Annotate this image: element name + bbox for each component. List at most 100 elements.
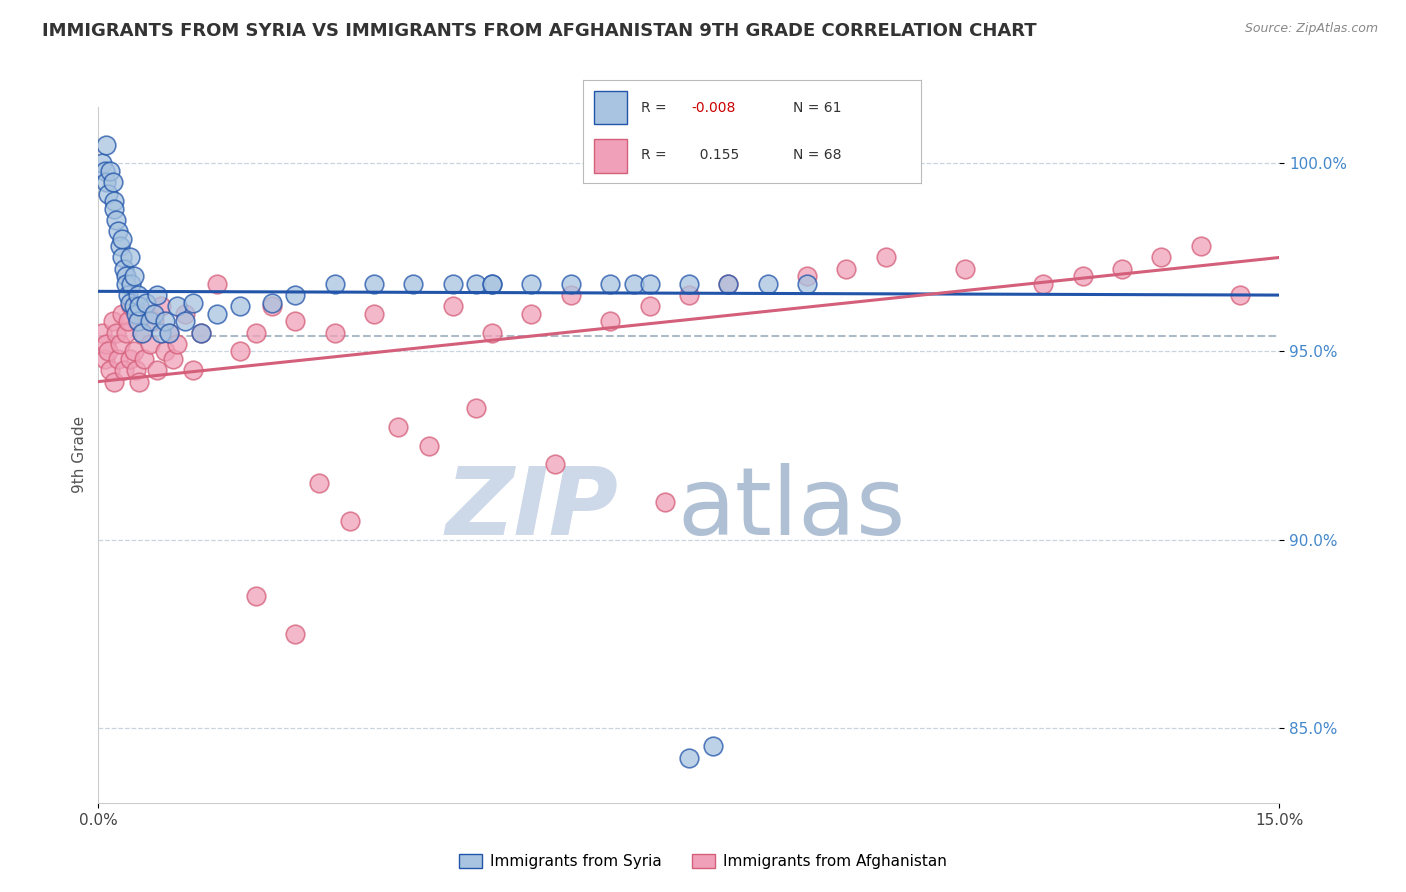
Point bbox=[418, 438, 440, 452]
Point bbox=[115, 326, 138, 340]
Point bbox=[1229, 288, 1251, 302]
Point bbox=[135, 307, 157, 321]
Point bbox=[128, 375, 150, 389]
Text: IMMIGRANTS FROM SYRIA VS IMMIGRANTS FROM AFGHANISTAN 9TH GRADE CORRELATION CHART: IMMIGRANTS FROM SYRIA VS IMMIGRANTS FROM… bbox=[42, 22, 1036, 40]
Point bbox=[122, 344, 145, 359]
Point bbox=[599, 277, 621, 291]
Point bbox=[339, 514, 361, 528]
Point bbox=[115, 277, 138, 291]
Point bbox=[125, 363, 148, 377]
Point bbox=[481, 326, 503, 340]
Point bbox=[308, 476, 330, 491]
Point bbox=[284, 626, 307, 640]
Point bbox=[599, 314, 621, 328]
Point bbox=[117, 288, 139, 302]
Point bbox=[835, 261, 858, 276]
Bar bbox=[593, 139, 627, 173]
Point bbox=[717, 277, 740, 291]
Point bbox=[111, 251, 134, 265]
Y-axis label: 9th Grade: 9th Grade bbox=[72, 417, 87, 493]
Point bbox=[101, 314, 124, 328]
Point bbox=[638, 277, 661, 291]
Point bbox=[465, 401, 488, 415]
Point bbox=[138, 337, 160, 351]
Point bbox=[1150, 251, 1173, 265]
Point bbox=[111, 307, 134, 321]
Point bbox=[875, 251, 897, 265]
Point bbox=[97, 344, 120, 359]
Point bbox=[323, 326, 346, 340]
Point bbox=[146, 363, 169, 377]
Point bbox=[702, 739, 724, 754]
Text: ZIP: ZIP bbox=[446, 464, 617, 556]
Point bbox=[166, 299, 188, 313]
Point bbox=[623, 277, 645, 291]
Point bbox=[122, 269, 145, 284]
Point bbox=[93, 164, 115, 178]
Point bbox=[142, 314, 165, 328]
Point bbox=[481, 277, 503, 291]
Point bbox=[110, 337, 132, 351]
Point bbox=[402, 277, 425, 291]
Point bbox=[181, 295, 204, 310]
Point bbox=[245, 589, 267, 603]
Point bbox=[127, 288, 149, 302]
Point bbox=[118, 251, 141, 265]
Point bbox=[229, 299, 252, 313]
Point bbox=[103, 375, 125, 389]
Point bbox=[110, 239, 132, 253]
Legend: Immigrants from Syria, Immigrants from Afghanistan: Immigrants from Syria, Immigrants from A… bbox=[453, 848, 953, 875]
Point bbox=[481, 277, 503, 291]
Point bbox=[157, 326, 180, 340]
Text: R =: R = bbox=[641, 101, 666, 115]
Point bbox=[441, 299, 464, 313]
Text: -0.008: -0.008 bbox=[692, 101, 735, 115]
Text: atlas: atlas bbox=[678, 464, 905, 556]
Point bbox=[127, 314, 149, 328]
Point bbox=[128, 299, 150, 313]
Point bbox=[245, 326, 267, 340]
Point bbox=[520, 307, 543, 321]
Point bbox=[132, 351, 155, 366]
Point bbox=[150, 299, 173, 313]
Point bbox=[441, 277, 464, 291]
Point bbox=[112, 261, 135, 276]
Point bbox=[678, 277, 700, 291]
Point bbox=[107, 351, 129, 366]
Point bbox=[363, 307, 385, 321]
Point bbox=[135, 295, 157, 310]
Point bbox=[138, 314, 160, 328]
Point bbox=[121, 277, 143, 291]
Text: N = 61: N = 61 bbox=[793, 101, 841, 115]
Point bbox=[103, 202, 125, 216]
Point bbox=[796, 269, 818, 284]
Point bbox=[174, 314, 197, 328]
Point bbox=[387, 419, 409, 434]
Point bbox=[560, 288, 582, 302]
Point bbox=[142, 307, 165, 321]
Point bbox=[157, 326, 180, 340]
Point bbox=[1032, 277, 1054, 291]
Point bbox=[115, 269, 138, 284]
Point bbox=[91, 156, 114, 170]
Point bbox=[112, 363, 135, 377]
Point bbox=[678, 750, 700, 764]
Point bbox=[98, 164, 121, 178]
Point bbox=[150, 326, 173, 340]
Point bbox=[101, 175, 124, 189]
Point bbox=[190, 326, 212, 340]
Point bbox=[190, 326, 212, 340]
Point bbox=[107, 224, 129, 238]
Point bbox=[103, 194, 125, 208]
Point bbox=[118, 351, 141, 366]
Point bbox=[638, 299, 661, 313]
Point bbox=[953, 261, 976, 276]
Point bbox=[1189, 239, 1212, 253]
Point bbox=[796, 277, 818, 291]
Point bbox=[111, 232, 134, 246]
Point bbox=[560, 277, 582, 291]
Point bbox=[146, 288, 169, 302]
Point bbox=[260, 299, 283, 313]
Point bbox=[654, 495, 676, 509]
Point bbox=[205, 277, 228, 291]
